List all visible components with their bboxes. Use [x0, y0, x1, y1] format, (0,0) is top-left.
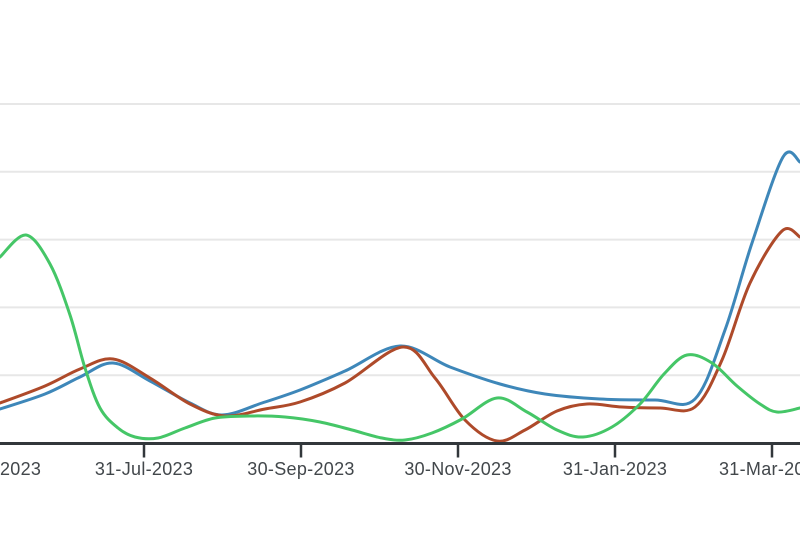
x-tick-label: 30-Nov-2023	[404, 459, 512, 479]
x-tick-label: 31-Mar-20	[719, 459, 800, 479]
x-axis	[0, 442, 800, 458]
x-tick-label: 30-Sep-2023	[247, 459, 355, 479]
series-lines	[0, 150, 800, 443]
series-line-red-series	[0, 227, 800, 443]
x-tick-label: 31-Jul-2023	[94, 459, 194, 479]
series-line-green-series	[0, 233, 800, 442]
gridlines	[0, 103, 800, 377]
x-tick-label: 31-Jan-2023	[562, 459, 668, 479]
x-tick-label: 2023	[0, 459, 42, 479]
